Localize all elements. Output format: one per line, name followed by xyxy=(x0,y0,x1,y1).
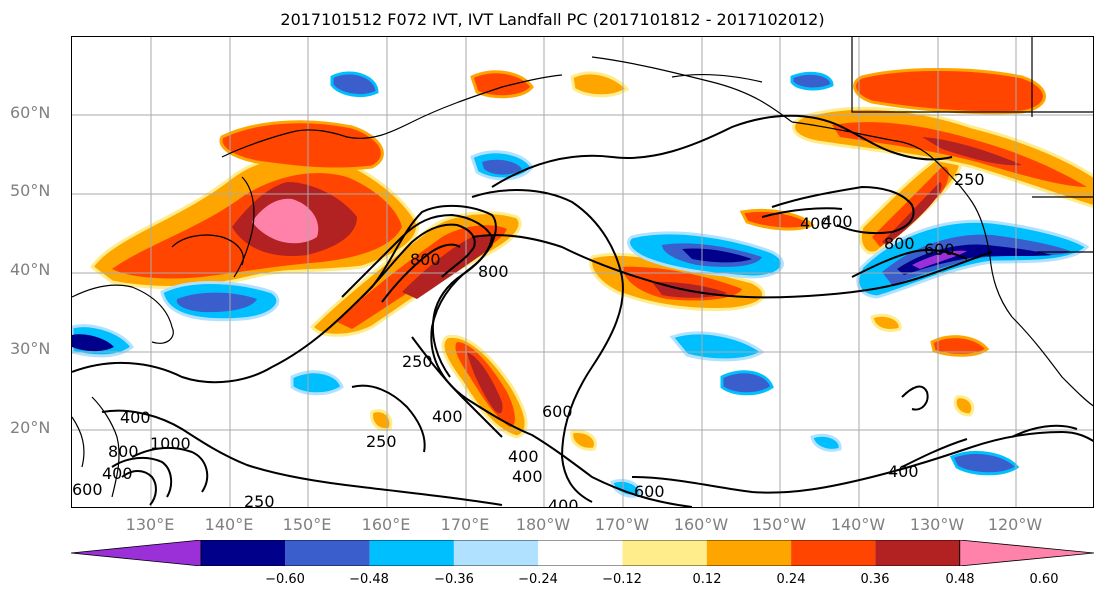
contour-label: 400 xyxy=(508,447,539,466)
colorbar-tick: −0.36 xyxy=(434,572,474,587)
lat-label-20n: 20°N xyxy=(10,418,51,437)
colorbar-bin xyxy=(285,540,370,566)
colorbar-tick: −0.60 xyxy=(265,572,305,587)
map-panel: 250 400 800 600 800 400 400 800 600 250 … xyxy=(71,36,1094,508)
lon-label-140e: 140°E xyxy=(204,515,254,534)
colorbar-bin xyxy=(453,540,539,566)
lat-label-50n: 50°N xyxy=(10,181,51,200)
colorbar-bin xyxy=(706,540,792,566)
contour-label: 400 xyxy=(432,407,463,426)
colorbar-tick: 0.48 xyxy=(945,572,975,587)
contour-labels: 250 400 800 600 800 400 400 800 600 250 … xyxy=(72,170,985,508)
lon-label-160w: 160°W xyxy=(673,515,729,534)
contour-label: 400 xyxy=(822,212,853,231)
colorbar-bin xyxy=(622,540,707,566)
colorbar-tick: −0.48 xyxy=(349,572,389,587)
lon-label-170w: 170°W xyxy=(594,515,650,534)
colorbar-tick: 0.36 xyxy=(860,572,890,587)
contour-label: 600 xyxy=(72,480,103,499)
contour-label: 250 xyxy=(244,492,275,508)
contour-label: 600 xyxy=(924,240,955,259)
colorbar-tick: −0.24 xyxy=(518,572,558,587)
lon-label-140w: 140°W xyxy=(830,515,886,534)
lon-label-130e: 130°E xyxy=(125,515,175,534)
ivt-contours xyxy=(72,114,1093,507)
coastlines xyxy=(72,37,1093,498)
contour-label: 800 xyxy=(478,262,509,281)
lon-label-180w: 180°W xyxy=(515,515,571,534)
contour-label: 250 xyxy=(402,352,433,371)
colorbar-tick: 0.24 xyxy=(776,572,806,587)
contour-label: 1000 xyxy=(150,434,191,453)
lon-label-170e: 170°E xyxy=(440,515,490,534)
contour-label: 250 xyxy=(366,432,397,451)
colorbar-bin xyxy=(369,540,454,566)
contour-label: 600 xyxy=(542,402,573,421)
lat-label-30n: 30°N xyxy=(10,339,51,358)
negative-pc-regions xyxy=(72,71,1090,498)
ivt-map: 250 400 800 600 800 400 400 800 600 250 … xyxy=(72,37,1093,508)
lon-label-120w: 120°W xyxy=(987,515,1043,534)
colorbar-min-extension xyxy=(71,540,202,566)
contour-label: 800 xyxy=(410,250,441,269)
lat-label-60n: 60°N xyxy=(10,103,51,122)
colorbar-bin xyxy=(791,540,876,566)
contour-label: 400 xyxy=(888,462,919,481)
colorbar-tick: 0.60 xyxy=(1029,572,1059,587)
contour-label: 400 xyxy=(548,496,579,508)
lat-label-40n: 40°N xyxy=(10,260,51,279)
lon-label-130w: 130°W xyxy=(909,515,965,534)
map-title: 2017101512 F072 IVT, IVT Landfall PC (20… xyxy=(280,10,825,29)
colorbar-bin xyxy=(875,540,960,566)
contour-label: 400 xyxy=(512,467,543,486)
colorbar xyxy=(71,540,1094,566)
contour-label: 400 xyxy=(120,408,151,427)
colorbar-bin xyxy=(538,540,623,566)
contour-label: 800 xyxy=(884,234,915,253)
colorbar-tick: 0.12 xyxy=(692,572,722,587)
contour-label: 400 xyxy=(800,214,831,233)
contour-label: 600 xyxy=(634,482,665,501)
colorbar-max-extension xyxy=(959,540,1094,566)
contour-label: 250 xyxy=(954,170,985,189)
contour-label: 800 xyxy=(108,442,139,461)
contour-label: 400 xyxy=(102,464,133,483)
lon-label-150e: 150°E xyxy=(282,515,332,534)
lon-label-150w: 150°W xyxy=(751,515,807,534)
colorbar-bin xyxy=(201,540,286,566)
colorbar-tick: −0.12 xyxy=(602,572,642,587)
lon-label-160e: 160°E xyxy=(361,515,411,534)
